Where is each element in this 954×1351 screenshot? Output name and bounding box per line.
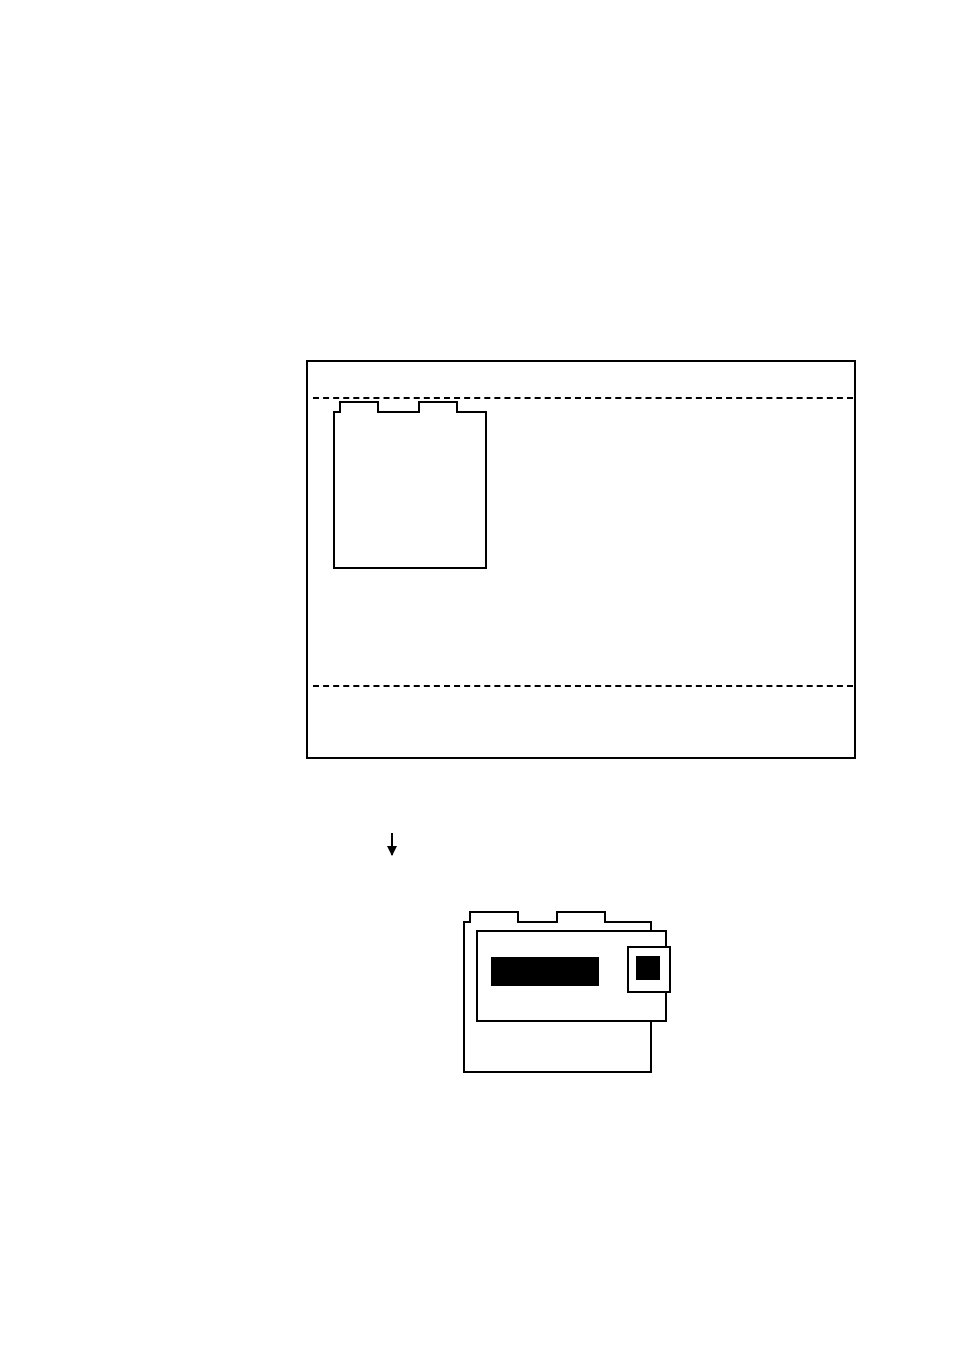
back-panel-tab-2-mask xyxy=(558,920,604,924)
panel-dashed-bottom xyxy=(313,685,853,687)
inner-box-tab-1-mask xyxy=(341,410,377,414)
inner-box xyxy=(333,411,487,569)
right-square-fill xyxy=(636,956,660,980)
front-panel-bar xyxy=(491,957,599,986)
back-panel-tab-1-mask xyxy=(471,920,517,924)
panel-dashed-top xyxy=(313,397,853,399)
inner-box-tab-2-mask xyxy=(420,410,456,414)
arrow-down-icon xyxy=(391,833,393,855)
